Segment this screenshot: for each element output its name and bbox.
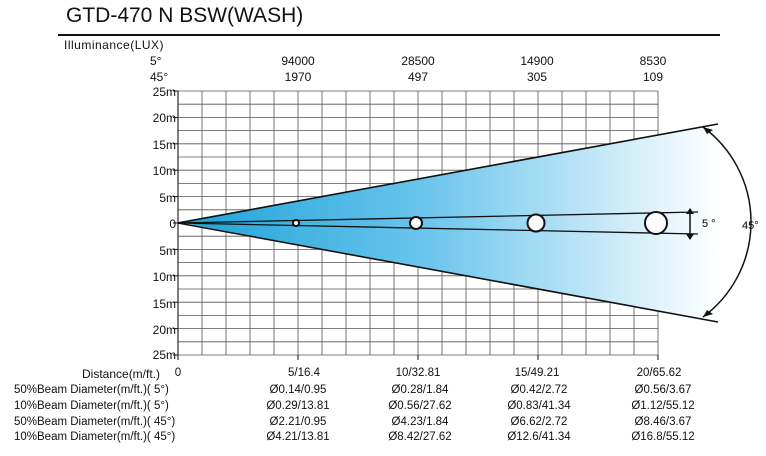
beam-cell: Ø0.14/0.95 <box>269 384 327 396</box>
distance-5: 5/16.4 <box>288 367 320 379</box>
title-underline <box>58 34 720 36</box>
beam-cell: Ø1.12/55.12 <box>631 400 695 412</box>
distance-15: 15/49.21 <box>514 367 560 379</box>
lux-45deg-5m: 1970 <box>284 70 312 84</box>
y-tick-label: 5m <box>159 191 176 205</box>
distance-0: 0 <box>174 367 182 379</box>
y-tick-label: 10m <box>152 270 176 284</box>
arrow-head-icon <box>686 234 694 240</box>
beam-cone-45 <box>178 124 718 322</box>
beam-cell: Ø0.29/13.81 <box>266 400 330 412</box>
beam-cell: Ø0.56/27.62 <box>388 400 452 412</box>
angle-label-5: 5° <box>150 54 162 68</box>
beam-spot-marker <box>292 219 300 227</box>
beam-cell: Ø8.42/27.62 <box>388 431 452 443</box>
beam-cell: Ø0.83/41.34 <box>507 400 571 412</box>
beam-cell: Ø4.21/13.81 <box>266 431 330 443</box>
lux-5deg-10m: 28500 <box>401 54 435 68</box>
beam-cell: Ø0.42/2.72 <box>510 384 568 396</box>
beam-row-label: 50%Beam Diameter(m/ft.)( 5°) <box>14 384 169 396</box>
beam-cell: Ø8.46/3.67 <box>634 416 692 428</box>
annotation-5deg: 5 ° <box>702 218 716 230</box>
distance-10: 10/32.81 <box>395 367 441 379</box>
arrow-head-icon <box>686 208 694 214</box>
lux-5deg-5m: 94000 <box>281 54 315 68</box>
beam-edge-45-lower <box>177 222 719 323</box>
beam-cell: Ø0.28/1.84 <box>391 384 449 396</box>
y-tick-label: 25m <box>152 85 176 99</box>
beam-edges <box>177 123 719 323</box>
y-tick-label: 15m <box>152 138 176 152</box>
beam-edge-5-upper <box>177 211 699 224</box>
beam-cell: Ø0.56/3.67 <box>634 384 692 396</box>
y-tick-label: 20m <box>152 111 176 125</box>
beam-row-label: 50%Beam Diameter(m/ft.)( 45°) <box>14 416 176 428</box>
beam-cell: Ø12.6/41.34 <box>507 431 571 443</box>
beam-edge-5-lower <box>177 222 699 235</box>
beam-spot-marker <box>409 216 423 230</box>
beam-cell: Ø4.23/1.84 <box>391 416 449 428</box>
beam-spot-marker <box>526 213 546 233</box>
lux-45deg-10m: 497 <box>407 70 429 84</box>
y-tick-label: 15m <box>152 297 176 311</box>
lux-5deg-20m: 8530 <box>639 54 667 68</box>
y-tick-label: 20m <box>152 323 176 337</box>
beam-cell: Ø16.8/55.12 <box>631 431 695 443</box>
illuminance-label: Illuminance(LUX) <box>64 38 165 52</box>
lux-45deg-20m: 109 <box>642 70 664 84</box>
y-tick-label: 0 <box>169 217 176 231</box>
lux-5deg-15m: 14900 <box>520 54 554 68</box>
arrow-head-icon <box>703 310 713 317</box>
beam-cell: Ø2.21/0.95 <box>269 416 327 428</box>
angle-arc-45 <box>702 126 752 318</box>
distance-title: Distance(m/ft.) <box>82 367 161 381</box>
lux-45deg-15m: 305 <box>526 70 548 84</box>
beam-edge-45-upper <box>177 123 719 224</box>
beam-cell: Ø6.62/2.72 <box>510 416 568 428</box>
angle-label-45: 45° <box>150 70 169 84</box>
distance-20: 20/65.62 <box>636 367 682 379</box>
chart-title: GTD-470 N BSW(WASH) <box>66 4 304 27</box>
y-tick-label: 10m <box>152 164 176 178</box>
y-tick-label: 5m <box>159 244 176 258</box>
beam-row-label: 10%Beam Diameter(m/ft.)( 45°) <box>14 431 176 443</box>
beam-row-label: 10%Beam Diameter(m/ft.)( 5°) <box>14 400 169 412</box>
beam-spot-marker <box>644 211 668 235</box>
arrow-head-icon <box>703 127 713 134</box>
beam-spot-markers <box>292 211 668 235</box>
y-tick-label: 25m <box>152 348 176 362</box>
annotation-45deg: 45° <box>742 220 759 232</box>
